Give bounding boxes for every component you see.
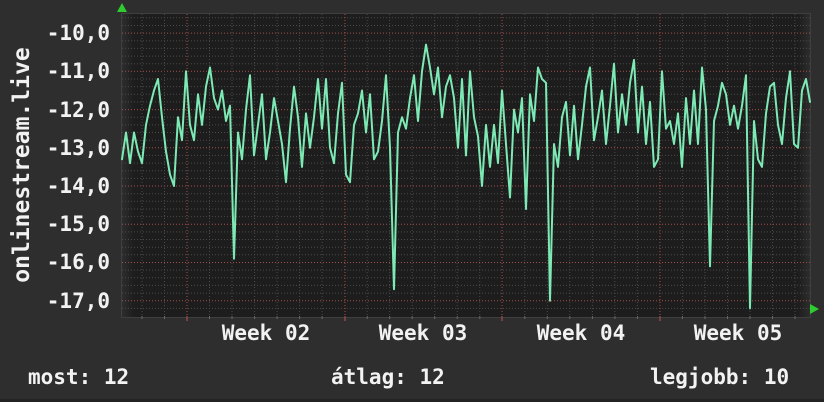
x-axis-label: Week 03: [378, 321, 468, 345]
x-axis-label: Week 05: [693, 321, 783, 345]
chart-svg: [121, 14, 811, 321]
x-axis-arrow-icon: [810, 304, 819, 314]
stat-most: most: 12: [28, 363, 129, 391]
stat-legjobb-label: legjobb:: [650, 365, 752, 389]
stat-atlag: átlag: 12: [331, 363, 445, 391]
x-axis-label: Week 02: [221, 321, 311, 345]
data-line: [121, 43, 811, 310]
y-axis-label: -12,0: [46, 97, 110, 122]
window-bottom-edge: [0, 399, 824, 402]
stat-most-label: most:: [28, 365, 92, 389]
y-axis-label: -14,0: [46, 174, 110, 199]
y-axis-label: -17,0: [46, 288, 110, 313]
y-axis-label: -11,0: [46, 59, 110, 84]
y-axis-label: -15,0: [46, 212, 110, 237]
stat-most-value: 12: [103, 365, 130, 389]
stat-atlag-value: 12: [419, 365, 445, 389]
y-axis-label: -16,0: [46, 250, 110, 275]
plot-area: [121, 13, 811, 321]
stat-atlag-label: átlag:: [331, 365, 407, 389]
stat-legjobb: legjobb: 10: [650, 363, 789, 391]
x-axis-label: Week 04: [536, 321, 626, 345]
stat-legjobb-value: 10: [763, 365, 790, 389]
y-axis-arrow-icon: [117, 3, 127, 12]
y-axis-label: -10,0: [46, 21, 110, 46]
y-axis-label: -13,0: [46, 135, 110, 160]
